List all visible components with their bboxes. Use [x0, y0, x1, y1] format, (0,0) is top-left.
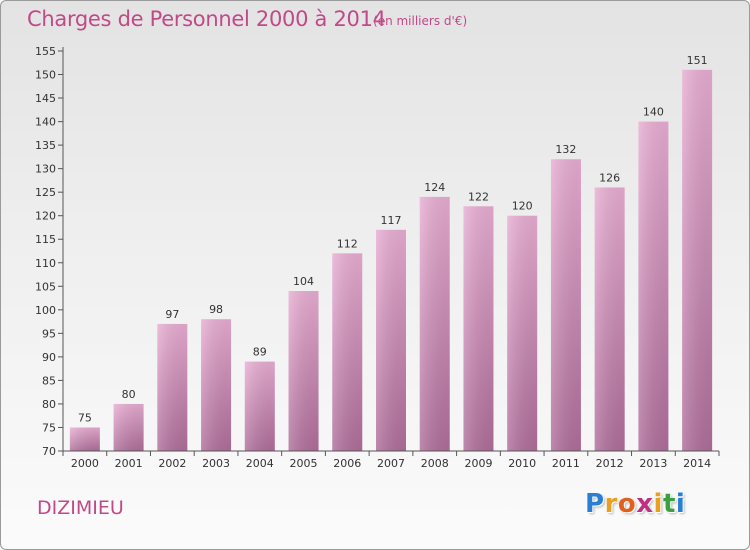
- bar-shade-2001: [113, 403, 144, 451]
- x-axis: 2000 2001 2002 2003 2004 2005 2006 2007 2008 2009…: [62, 450, 720, 470]
- data-label-2000: 75: [78, 411, 92, 424]
- data-label-2010: 120: [512, 200, 533, 213]
- bar-shade-2003: [201, 319, 232, 451]
- y-tick-label: 85: [42, 374, 56, 387]
- y-tick-label: 155: [35, 45, 56, 58]
- bar-shade-2005: [288, 291, 319, 451]
- y-tick-label: 70: [42, 445, 56, 458]
- y-tick-label: 140: [35, 116, 56, 129]
- logo-letter: t: [662, 489, 676, 519]
- y-tick-label: 150: [35, 69, 56, 82]
- data-label-2012: 126: [599, 171, 620, 184]
- x-tick-label-2013: 2013: [639, 457, 667, 470]
- y-tick-label: 110: [35, 257, 56, 270]
- bar-shade-2014: [682, 69, 713, 451]
- bar-shade-2000: [69, 427, 100, 451]
- bar-shade-2013: [638, 121, 669, 452]
- data-label-2014: 151: [687, 54, 708, 67]
- bar-shade-2007: [376, 229, 406, 451]
- x-tick-label-2010: 2010: [508, 457, 536, 470]
- y-tick-label: 75: [42, 421, 56, 434]
- bar-shade-2012: [594, 187, 625, 451]
- data-label-2013: 140: [643, 106, 664, 119]
- x-tick-label-2006: 2006: [333, 457, 361, 470]
- x-tick-label-2011: 2011: [552, 457, 580, 470]
- x-tick-label-2008: 2008: [421, 457, 449, 470]
- place-name: DIZIMIEU: [37, 497, 124, 519]
- y-tick-label: 100: [35, 304, 56, 317]
- y-tick-label: 115: [35, 233, 56, 246]
- x-tick-label-2009: 2009: [464, 457, 492, 470]
- data-label-2005: 104: [293, 275, 314, 288]
- y-tick-label: 145: [35, 92, 56, 105]
- x-tick-label-2001: 2001: [115, 457, 143, 470]
- logo-letter: P: [585, 489, 605, 519]
- y-axis: 70 75 80 85 90 95 100 105 110 115 120 125 130 135 140 1…: [35, 45, 64, 458]
- x-tick-label-2003: 2003: [202, 457, 230, 470]
- data-label-2007: 117: [381, 214, 402, 227]
- data-label-2001: 80: [122, 388, 136, 401]
- data-label-2008: 124: [424, 181, 445, 194]
- y-tick-label: 135: [35, 139, 56, 152]
- x-tick-label-2012: 2012: [596, 457, 624, 470]
- bar-shade-2004: [244, 361, 275, 451]
- y-tick-label: 90: [42, 351, 56, 364]
- y-tick-label: 120: [35, 210, 56, 223]
- x-tick-label-2005: 2005: [290, 457, 318, 470]
- chart-unit-label: (en milliers d'€): [373, 14, 468, 28]
- x-tick-label-2014: 2014: [683, 457, 711, 470]
- x-tick-label-2002: 2002: [158, 457, 186, 470]
- bar-shade-2008: [419, 196, 450, 451]
- bar-shade-2002: [157, 323, 188, 451]
- data-label-2003: 98: [209, 303, 223, 316]
- data-label-2004: 89: [253, 346, 267, 359]
- x-tick-label-2004: 2004: [246, 457, 274, 470]
- proxiti-logo: Proxiti: [585, 489, 685, 519]
- chart-title: Charges de Personnel 2000 à 2014: [27, 7, 386, 31]
- bar-shade-2011: [550, 159, 581, 451]
- logo-letter: r: [604, 489, 618, 519]
- y-tick-label: 105: [35, 280, 56, 293]
- logo-letter: o: [617, 489, 637, 519]
- x-tick-label-2000: 2000: [71, 457, 99, 470]
- y-tick-label: 125: [35, 186, 56, 199]
- data-label-2011: 132: [555, 143, 576, 156]
- y-tick-label: 95: [42, 327, 56, 340]
- y-tick-label: 80: [42, 398, 56, 411]
- logo-letter: x: [636, 489, 654, 519]
- logo-letter: i: [653, 489, 663, 519]
- x-tick-label-2007: 2007: [377, 457, 405, 470]
- bar-shade-2010: [507, 215, 538, 451]
- logo-letter: i: [675, 489, 686, 519]
- data-label-2006: 112: [337, 237, 358, 250]
- bar-shade-2009: [463, 206, 494, 451]
- data-label-2009: 122: [468, 190, 489, 203]
- bars: 75 80 97 98 89 104 112 117 124 122 120 132 126 140 151: [69, 54, 713, 452]
- data-label-2002: 97: [165, 308, 179, 321]
- bar-shade-2006: [332, 253, 363, 451]
- y-tick-label: 130: [35, 163, 56, 176]
